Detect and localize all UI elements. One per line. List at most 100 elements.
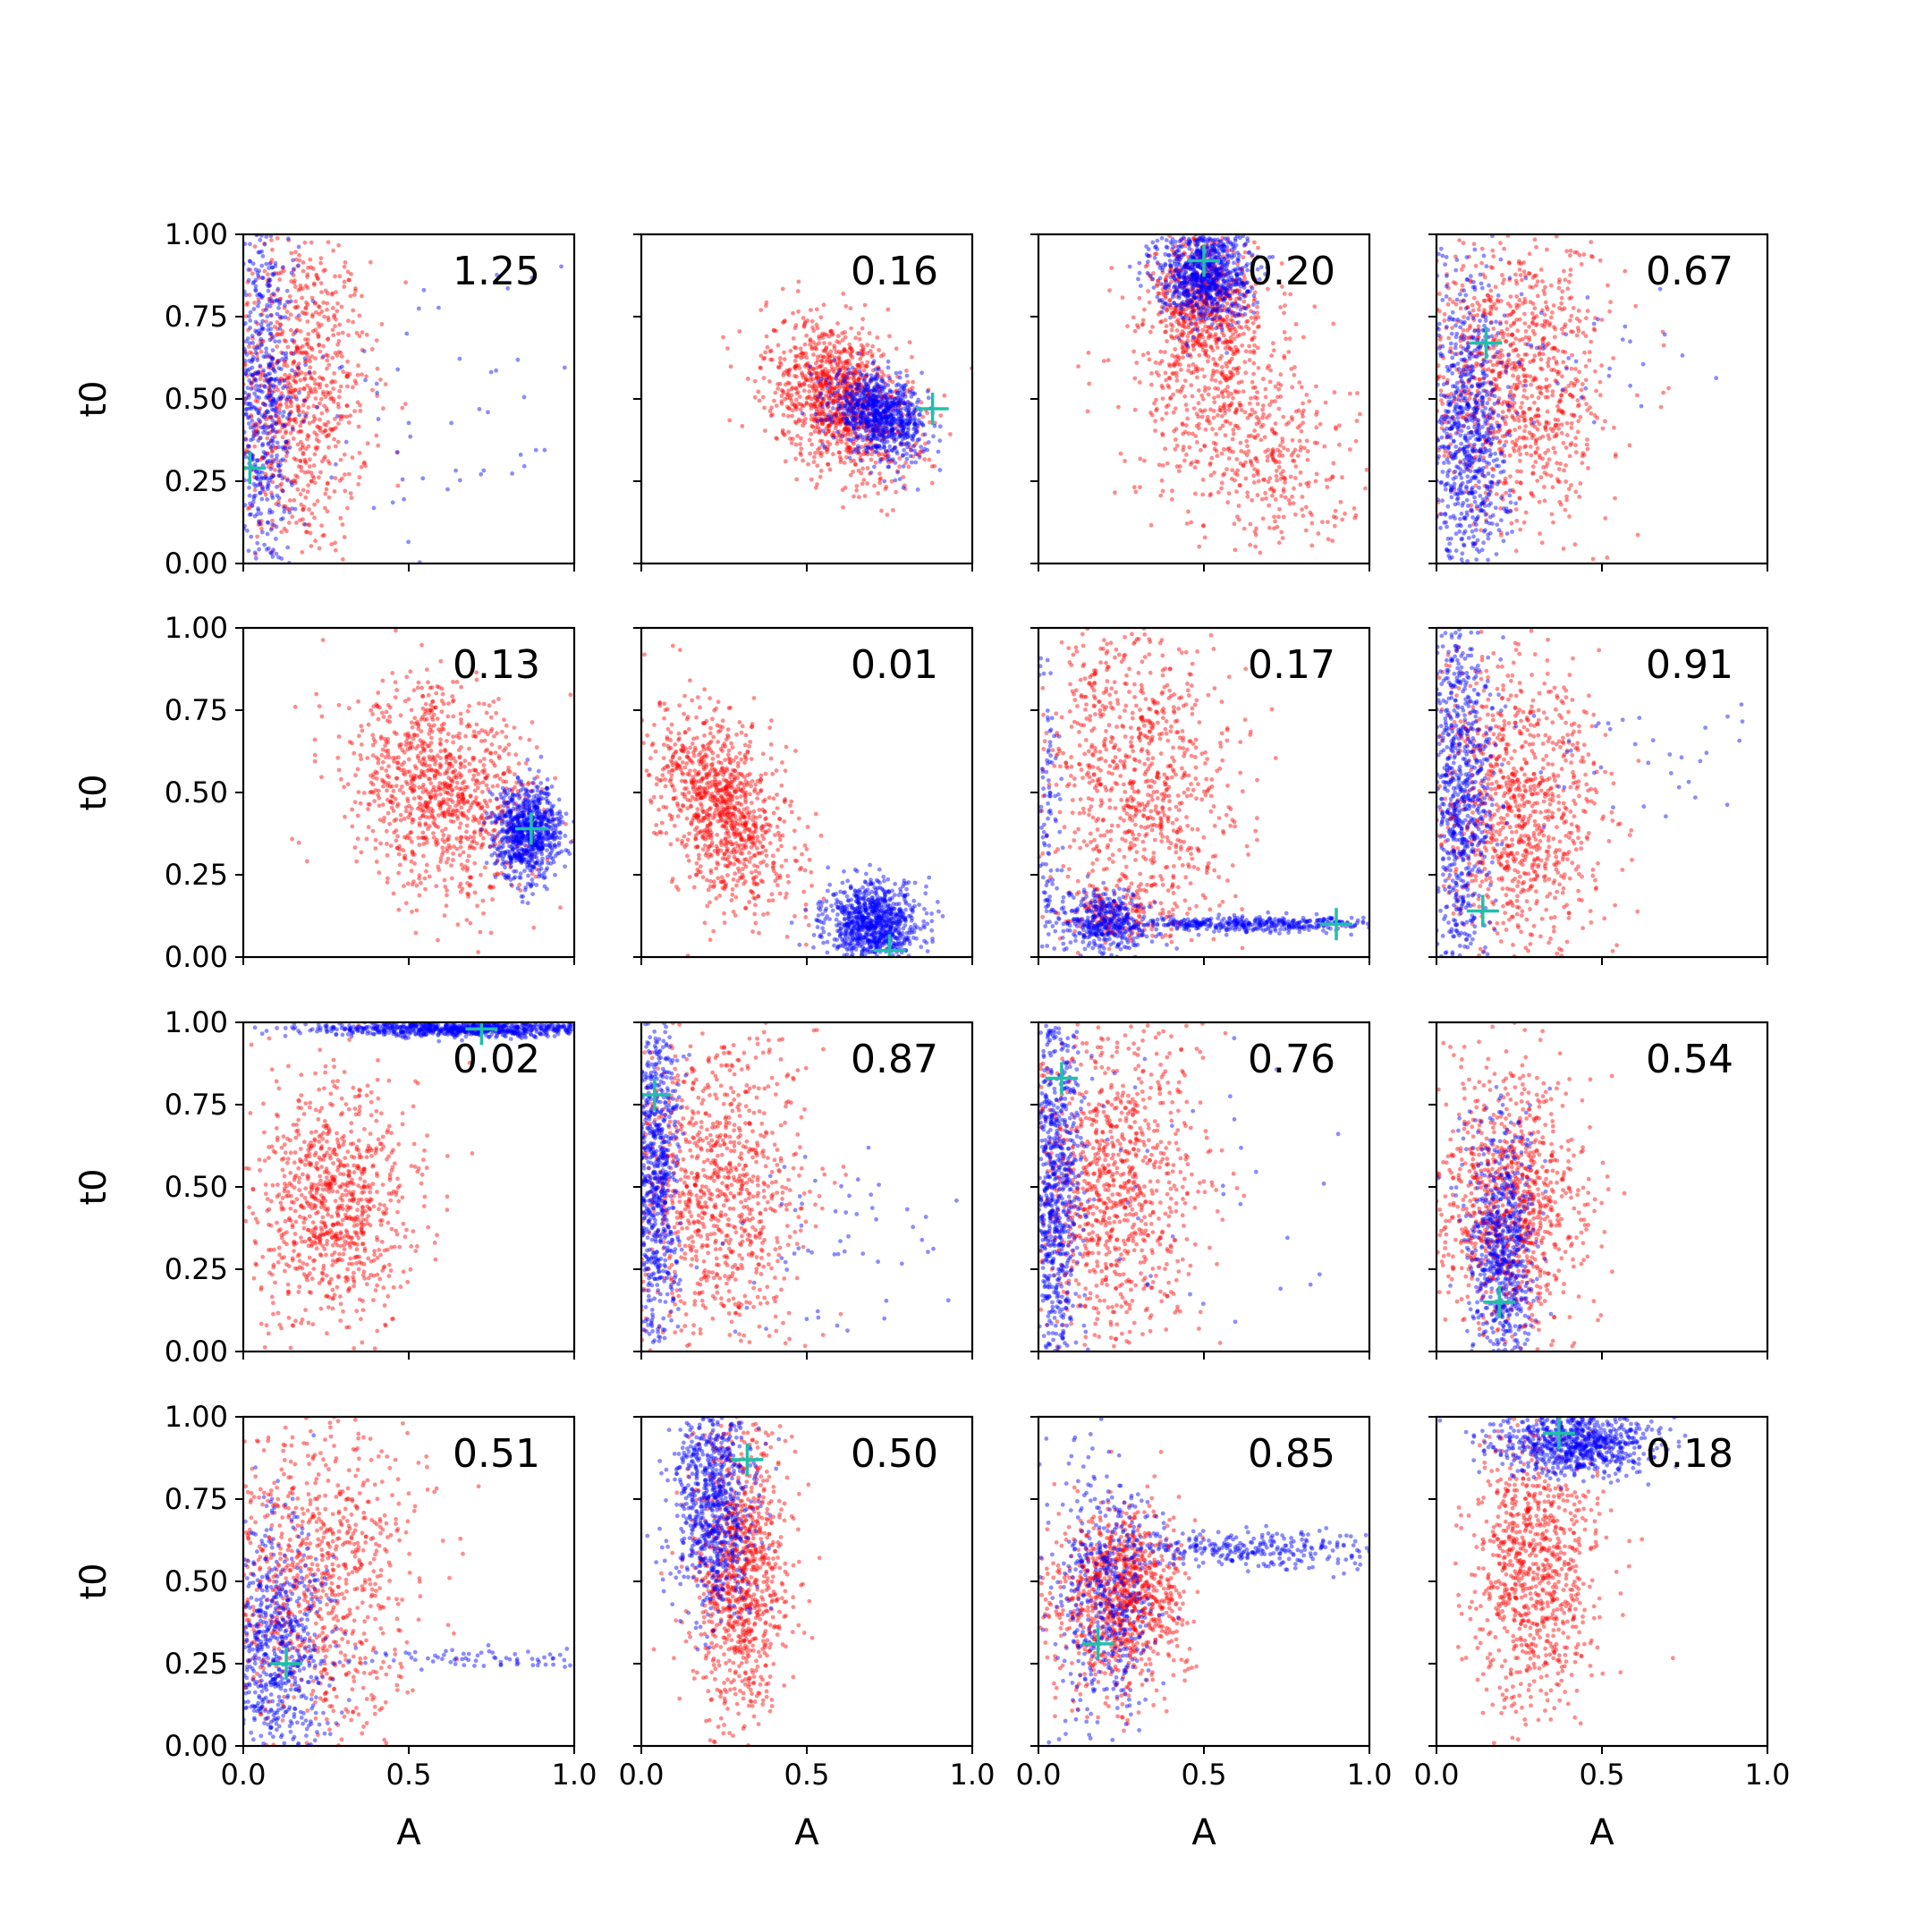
red-point (1210, 308, 1216, 313)
blue-point (860, 437, 866, 443)
blue-point (1238, 292, 1242, 297)
red-point (1214, 288, 1219, 293)
red-point (341, 369, 346, 375)
red-point (823, 380, 828, 385)
blue-point (902, 418, 906, 422)
red-point (1363, 486, 1368, 491)
blue-point (869, 402, 874, 407)
red-point (776, 365, 782, 370)
red-point (1189, 320, 1193, 326)
red-point (258, 372, 263, 377)
red-point (812, 454, 817, 460)
red-point (290, 391, 295, 395)
blue-point (874, 381, 879, 386)
red-point (264, 306, 269, 310)
red-point (330, 355, 335, 360)
red-point (1228, 375, 1233, 380)
red-point (814, 374, 819, 379)
red-point (780, 286, 785, 292)
red-point (809, 423, 815, 428)
red-point (1205, 264, 1210, 269)
blue-point (1190, 300, 1194, 304)
red-point (1224, 419, 1230, 424)
blue-point (874, 396, 878, 402)
blue-point (861, 390, 866, 395)
blue-point (887, 388, 893, 393)
red-point (1233, 310, 1237, 316)
blue-point (271, 292, 276, 296)
blue-point (853, 447, 859, 453)
red-point (305, 489, 310, 495)
red-point (1216, 255, 1220, 259)
red-point (833, 399, 837, 404)
blue-point (256, 300, 261, 305)
red-point (841, 411, 846, 417)
red-point (1191, 309, 1196, 313)
red-point (1101, 359, 1106, 363)
red-point (1333, 508, 1338, 513)
blue-point (898, 411, 902, 415)
red-point (269, 301, 275, 306)
blue-point (371, 505, 377, 511)
red-point (818, 315, 824, 320)
blue-point (1255, 267, 1260, 272)
blue-point (886, 464, 891, 470)
red-point (1171, 273, 1175, 278)
red-point (1188, 462, 1193, 467)
blue-point (1146, 253, 1151, 258)
red-point (1204, 301, 1209, 305)
blue-point (867, 433, 871, 438)
blue-point (870, 436, 876, 441)
blue-point (888, 395, 893, 401)
red-point (288, 430, 293, 436)
blue-point (280, 445, 285, 450)
blue-point (843, 396, 849, 402)
red-point (1251, 349, 1257, 353)
red-point (297, 350, 302, 355)
red-point (767, 409, 773, 413)
blue-point (912, 421, 918, 427)
red-point (818, 400, 824, 405)
red-point (810, 325, 815, 330)
blue-point (1146, 247, 1151, 252)
blue-point (1194, 301, 1199, 306)
red-point (854, 367, 859, 372)
red-point (853, 415, 858, 420)
red-point (762, 355, 767, 360)
red-point (808, 364, 813, 369)
red-point (1218, 322, 1223, 327)
red-point (895, 422, 900, 428)
red-point (884, 449, 889, 453)
blue-point (851, 416, 856, 421)
blue-point (813, 411, 818, 417)
blue-point (869, 393, 874, 398)
red-point (831, 398, 835, 403)
red-point (1191, 343, 1196, 349)
blue-point (885, 416, 889, 421)
red-point (1272, 514, 1276, 520)
blue-point (249, 534, 254, 539)
blue-point (890, 403, 895, 409)
red-point (1191, 304, 1197, 309)
blue-point (1127, 264, 1132, 269)
blue-point (903, 442, 909, 447)
blue-point (1220, 284, 1224, 290)
red-point (1210, 348, 1216, 352)
blue-point (845, 402, 851, 406)
blue-point (870, 396, 876, 402)
red-point (307, 522, 312, 528)
red-point (860, 445, 865, 449)
red-point (250, 335, 255, 341)
red-point (353, 381, 359, 386)
red-point (282, 384, 287, 388)
red-point (889, 429, 894, 435)
red-point (885, 420, 889, 426)
blue-point (894, 411, 899, 416)
red-point (863, 420, 869, 426)
red-point (282, 377, 286, 383)
blue-point (829, 416, 834, 421)
red-point (1282, 445, 1286, 451)
blue-point (887, 456, 892, 462)
red-point (1275, 478, 1279, 483)
red-point (888, 428, 894, 433)
